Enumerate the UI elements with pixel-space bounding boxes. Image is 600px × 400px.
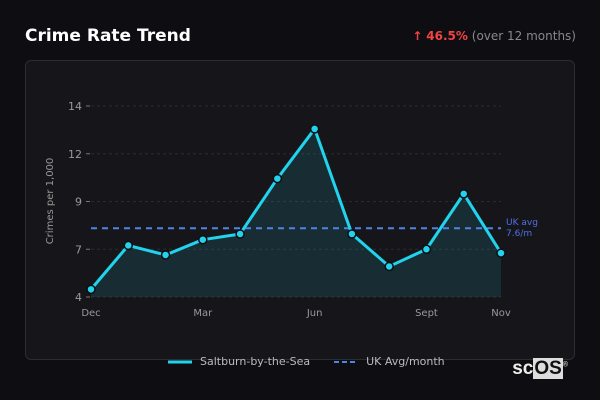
data-point bbox=[384, 261, 394, 272]
y-tick-label: 14 bbox=[68, 100, 82, 113]
area-fill bbox=[91, 128, 501, 297]
x-tick-label: Nov bbox=[491, 308, 511, 319]
y-axis-label: Crimes per 1,000 bbox=[45, 158, 56, 245]
data-point bbox=[421, 244, 432, 254]
data-point bbox=[309, 124, 320, 134]
page-title: Crime Rate Trend bbox=[25, 26, 191, 46]
legend-label: Saltburn-by-the-Sea bbox=[200, 355, 311, 368]
x-tick-label: Jun bbox=[306, 308, 323, 319]
legend-item-series[interactable]: Saltburn-by-the-Sea bbox=[168, 355, 310, 368]
uk-average-value: 7.6/m bbox=[506, 229, 532, 239]
x-tick-label: Dec bbox=[81, 308, 100, 319]
logo-text: sc bbox=[512, 358, 534, 379]
logo-mark: ® bbox=[562, 361, 568, 369]
data-point bbox=[86, 284, 96, 295]
change-summary: ↑ 46.5% (over 12 months) bbox=[412, 29, 576, 43]
uk-average-label: UK avg bbox=[506, 218, 538, 228]
x-tick-label: Sept bbox=[415, 308, 438, 319]
series-line bbox=[89, 127, 503, 291]
y-tick-label: 9 bbox=[75, 196, 82, 209]
legend-dashed-line-icon bbox=[334, 360, 359, 363]
chart-card bbox=[25, 60, 575, 360]
data-point bbox=[272, 173, 283, 184]
data-point bbox=[235, 229, 245, 239]
data-point bbox=[458, 189, 469, 199]
y-tick-label: 4 bbox=[75, 291, 82, 304]
legend-solid-line-icon bbox=[168, 360, 192, 363]
y-tick-label: 7 bbox=[75, 243, 82, 256]
x-tick-label: Mar bbox=[193, 308, 213, 319]
data-point bbox=[160, 250, 171, 260]
change-period: (over 12 months) bbox=[471, 29, 576, 43]
change-arrow-icon: ↑ bbox=[412, 29, 423, 43]
y-tick-label: 12 bbox=[68, 148, 82, 161]
data-point bbox=[123, 240, 134, 251]
legend-label: UK Avg/month bbox=[366, 355, 445, 368]
data-point bbox=[347, 229, 357, 239]
logo: scOS® bbox=[512, 358, 568, 380]
logo-text: OS bbox=[533, 358, 563, 379]
change-percent: 46.5% bbox=[426, 29, 468, 43]
data-point bbox=[198, 234, 208, 245]
legend-item-uk-avg[interactable]: UK Avg/month bbox=[334, 355, 445, 368]
legend: Saltburn-by-the-Sea UK Avg/month bbox=[168, 355, 445, 368]
data-point bbox=[496, 248, 506, 258]
